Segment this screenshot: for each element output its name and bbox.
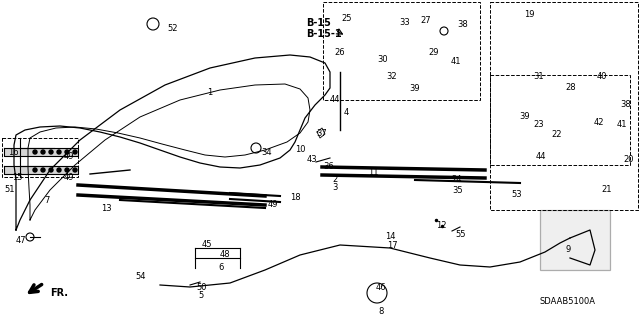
Text: 14: 14 <box>385 232 396 241</box>
Text: 3: 3 <box>332 183 337 192</box>
Text: 17: 17 <box>387 241 397 250</box>
Text: 38: 38 <box>620 100 631 109</box>
Text: 48: 48 <box>220 250 230 259</box>
Text: 20: 20 <box>623 155 634 164</box>
Text: 16: 16 <box>8 148 19 157</box>
Text: 26: 26 <box>334 48 344 57</box>
Text: SDAAB5100A: SDAAB5100A <box>540 297 596 306</box>
Text: 12: 12 <box>436 221 447 230</box>
Text: 49: 49 <box>64 152 74 161</box>
Text: 32: 32 <box>386 72 397 81</box>
Text: 38: 38 <box>457 20 468 29</box>
Text: 55: 55 <box>455 230 465 239</box>
Bar <box>323 2 480 100</box>
Text: 8: 8 <box>378 307 383 316</box>
Text: 29: 29 <box>428 48 438 57</box>
Polygon shape <box>4 166 78 174</box>
Bar <box>540 210 610 270</box>
Text: 40: 40 <box>597 72 607 81</box>
Text: 44: 44 <box>536 152 547 161</box>
Text: 43: 43 <box>307 155 317 164</box>
Text: 24: 24 <box>451 175 461 184</box>
Circle shape <box>49 168 53 172</box>
Text: 49: 49 <box>64 173 74 182</box>
Text: 41: 41 <box>451 57 461 66</box>
Text: 53: 53 <box>511 190 522 199</box>
Text: 5: 5 <box>198 291 204 300</box>
Circle shape <box>57 168 61 172</box>
Text: 35: 35 <box>452 186 463 195</box>
Text: 39: 39 <box>409 84 420 93</box>
Circle shape <box>41 150 45 154</box>
Text: B-15: B-15 <box>306 18 331 28</box>
Circle shape <box>65 168 69 172</box>
Text: 28: 28 <box>565 83 575 92</box>
Text: 25: 25 <box>341 14 351 23</box>
Text: 10: 10 <box>295 145 305 154</box>
Circle shape <box>65 150 69 154</box>
Text: 45: 45 <box>202 240 212 249</box>
Circle shape <box>41 168 45 172</box>
Circle shape <box>73 168 77 172</box>
Bar <box>490 2 638 210</box>
Text: 9: 9 <box>566 245 572 254</box>
Text: 49: 49 <box>268 200 278 209</box>
Text: 37: 37 <box>316 129 327 138</box>
Text: 23: 23 <box>533 120 543 129</box>
Circle shape <box>33 168 37 172</box>
Text: 2: 2 <box>332 175 337 184</box>
Bar <box>2 138 78 177</box>
Text: FR.: FR. <box>50 288 68 298</box>
Text: 11: 11 <box>368 168 378 177</box>
Text: 33: 33 <box>399 18 410 27</box>
Circle shape <box>33 150 37 154</box>
Text: 15: 15 <box>12 173 22 182</box>
Text: 41: 41 <box>617 120 627 129</box>
Text: 21: 21 <box>601 185 611 194</box>
Text: 30: 30 <box>377 55 388 64</box>
Text: 7: 7 <box>44 196 49 205</box>
Text: 18: 18 <box>290 193 301 202</box>
Text: 36: 36 <box>323 162 333 171</box>
Text: 13: 13 <box>101 204 111 213</box>
Text: 42: 42 <box>594 118 605 127</box>
Text: 31: 31 <box>533 72 543 81</box>
Text: 44: 44 <box>330 95 340 104</box>
Text: 54: 54 <box>135 272 145 281</box>
Bar <box>490 75 630 165</box>
Text: 4: 4 <box>344 108 349 117</box>
Text: 47: 47 <box>16 236 27 245</box>
Text: 51: 51 <box>4 185 15 194</box>
Text: 22: 22 <box>551 130 561 139</box>
Text: 27: 27 <box>420 16 431 25</box>
Text: 34: 34 <box>261 148 271 157</box>
Circle shape <box>57 150 61 154</box>
Text: 46: 46 <box>376 283 387 292</box>
Text: 6: 6 <box>218 263 223 272</box>
Text: 50: 50 <box>196 283 207 292</box>
Circle shape <box>73 150 77 154</box>
Text: 39: 39 <box>519 112 530 121</box>
Text: B-15-1: B-15-1 <box>306 29 342 39</box>
Polygon shape <box>4 148 78 156</box>
Circle shape <box>49 150 53 154</box>
Text: 52: 52 <box>167 24 177 33</box>
Text: 19: 19 <box>524 10 534 19</box>
Text: 1: 1 <box>207 88 212 97</box>
